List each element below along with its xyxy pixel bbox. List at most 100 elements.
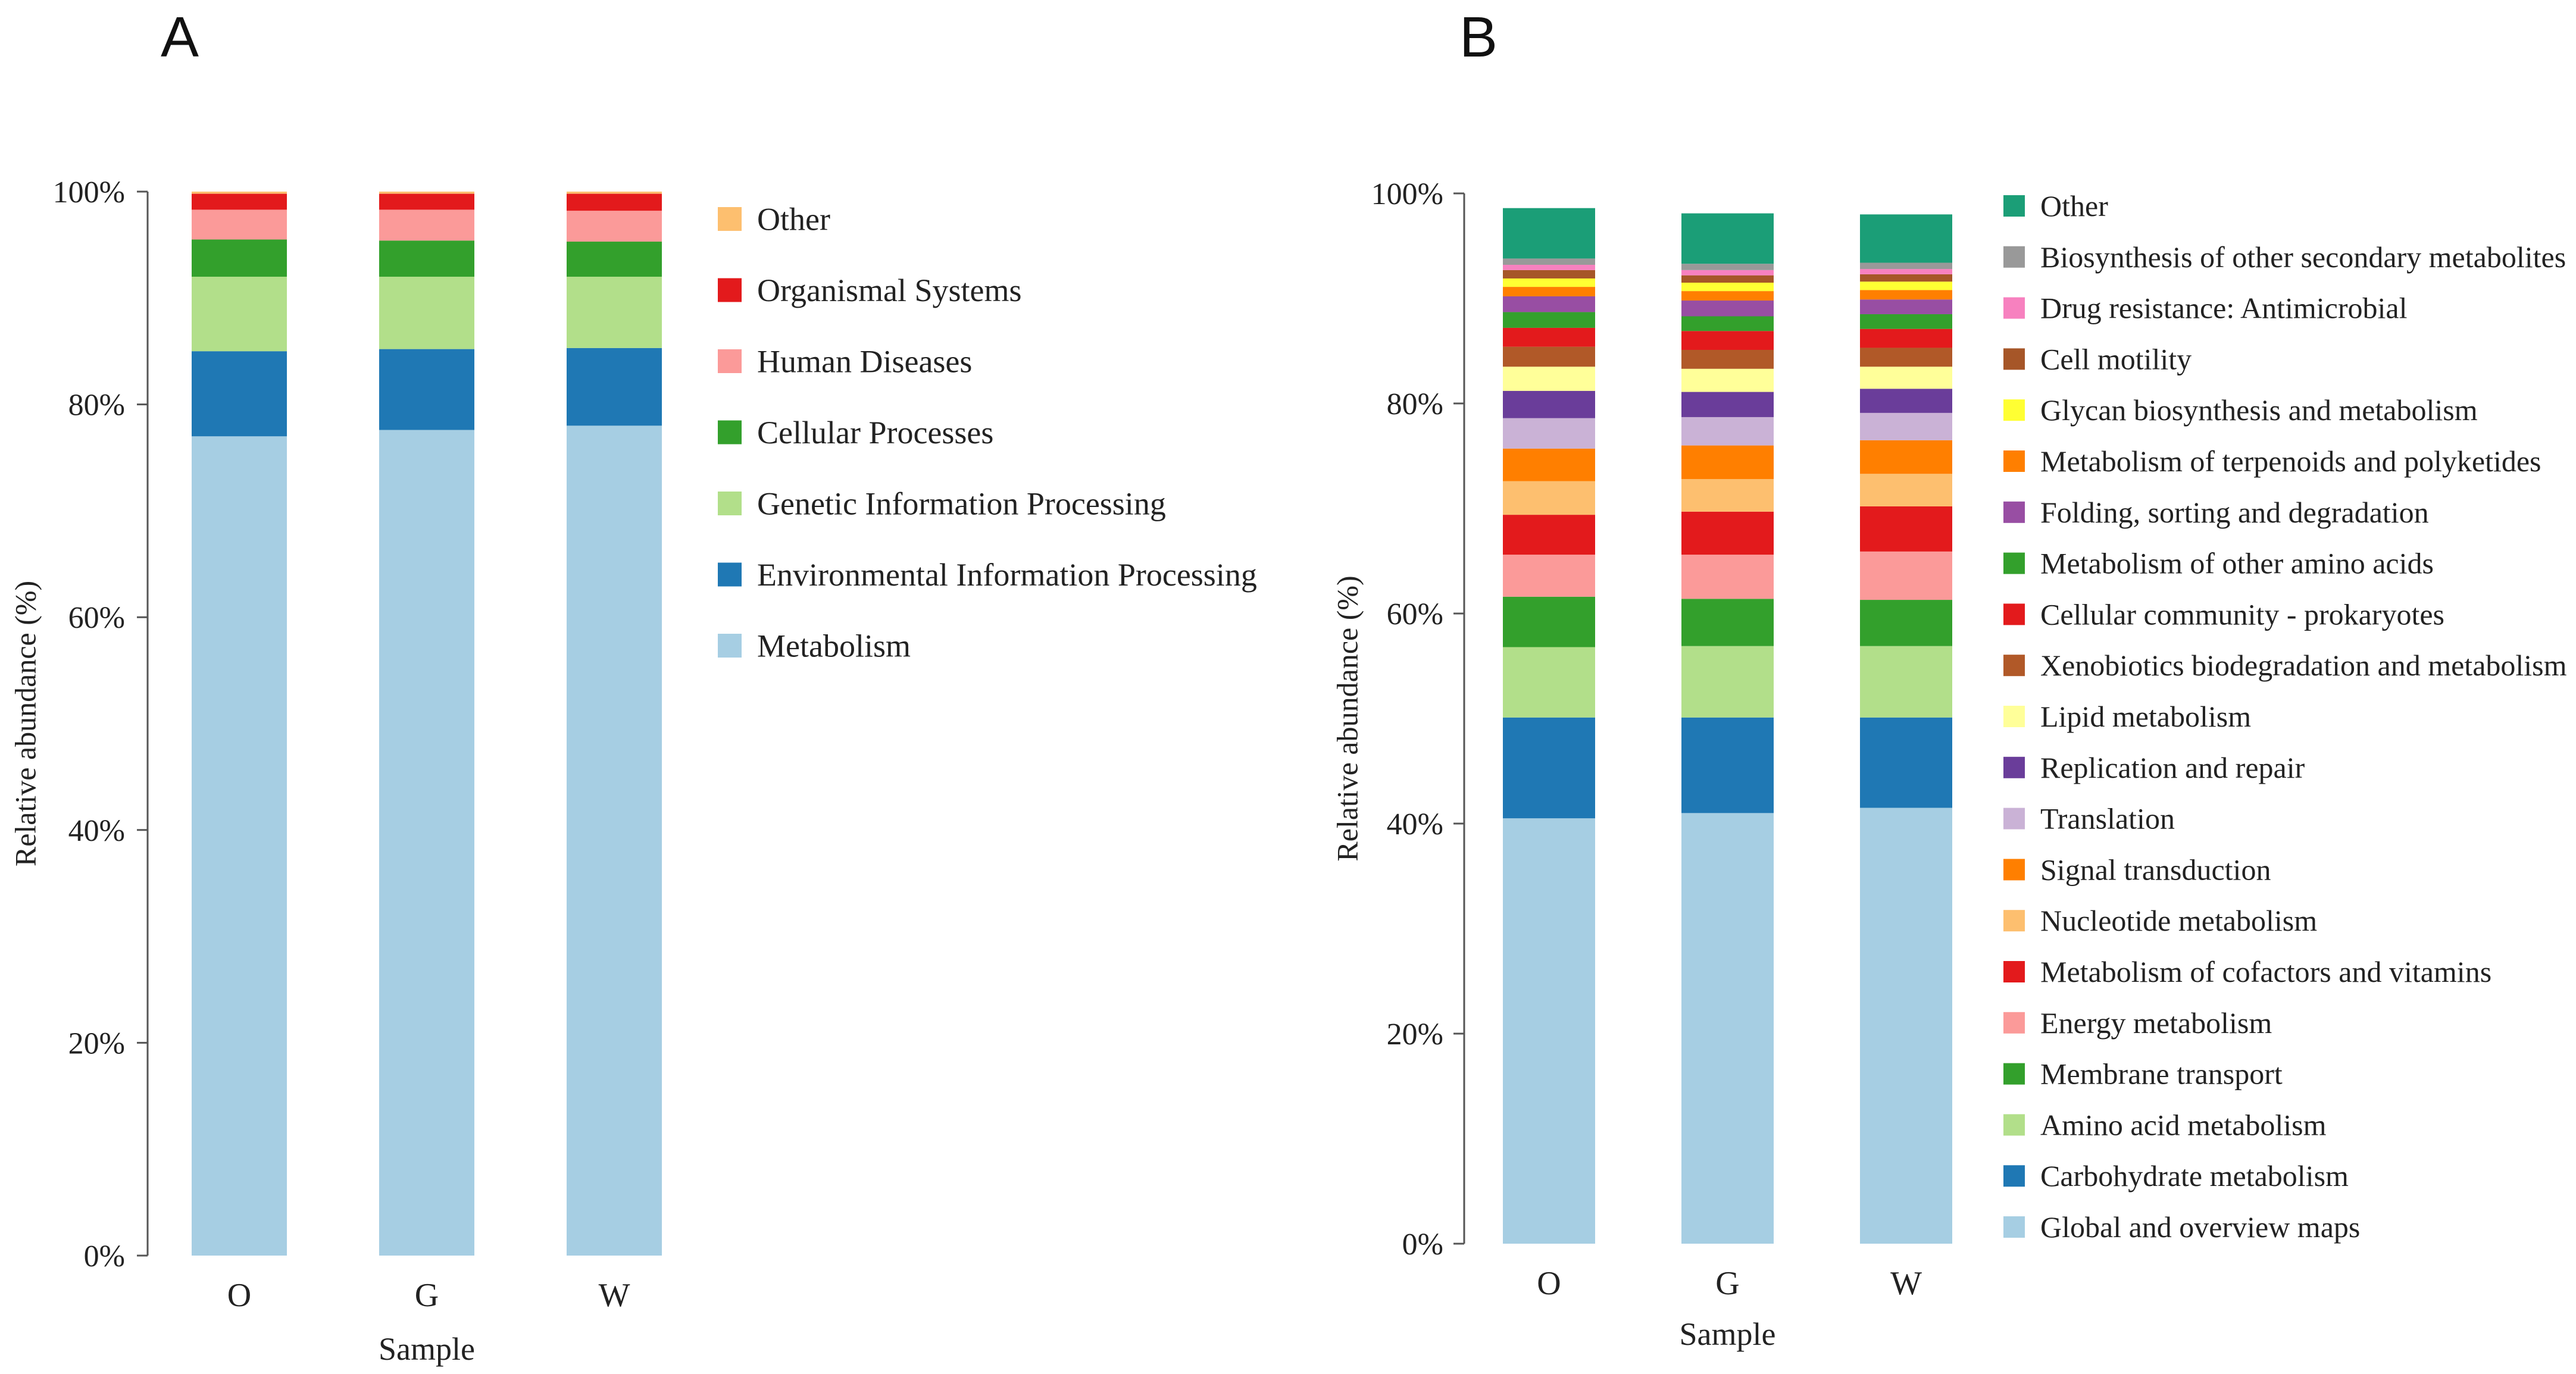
legend-label: Drug resistance: Antimicrobial bbox=[2040, 292, 2408, 325]
legend-label: Carbohydrate metabolism bbox=[2040, 1159, 2349, 1193]
bar-segment-w-biosynthesis-of-other-secondary-metabolites bbox=[1860, 262, 1952, 270]
legend-swatch bbox=[2003, 1114, 2025, 1136]
y-axis-label: Relative abundance (%) bbox=[9, 581, 42, 866]
bar-segment-o-cell-motility bbox=[1503, 270, 1595, 278]
x-axis-label: Sample bbox=[1680, 1316, 1776, 1352]
bar-segment-o-amino-acid-metabolism bbox=[1503, 647, 1595, 718]
legend-label: Metabolism bbox=[757, 628, 911, 663]
bar-segment-o-cellular-community-prokaryotes bbox=[1503, 327, 1595, 347]
bar-segment-w-cellular-processes bbox=[567, 242, 662, 277]
bar-segment-g-membrane-transport bbox=[1681, 599, 1774, 646]
bar-segment-o-carbohydrate-metabolism bbox=[1503, 717, 1595, 819]
legend-swatch bbox=[2003, 501, 2025, 523]
legend-swatch bbox=[2003, 756, 2025, 778]
bar-segment-w-amino-acid-metabolism bbox=[1860, 646, 1952, 718]
bar-segment-g-metabolism-of-other-amino-acids bbox=[1681, 316, 1774, 331]
bar-segment-g-biosynthesis-of-other-secondary-metabolites bbox=[1681, 264, 1774, 270]
y-tick-label: 40% bbox=[68, 814, 125, 848]
bar-segment-g-human-diseases bbox=[379, 209, 474, 241]
legend-swatch bbox=[2003, 808, 2025, 830]
legend-label: Genetic Information Processing bbox=[757, 486, 1166, 521]
bar-segment-o-metabolism bbox=[192, 436, 287, 1256]
bar-segment-o-translation bbox=[1503, 418, 1595, 449]
legend-swatch bbox=[2003, 1063, 2025, 1085]
x-category-label: W bbox=[1890, 1265, 1922, 1302]
y-tick-label: 40% bbox=[1387, 808, 1443, 841]
y-tick-label: 60% bbox=[1387, 597, 1443, 631]
bar-segment-g-organismal-systems bbox=[379, 193, 474, 210]
bar-segment-w-membrane-transport bbox=[1860, 600, 1952, 646]
legend-label: Membrane transport bbox=[2040, 1057, 2283, 1091]
bar-segment-g-cellular-community-prokaryotes bbox=[1681, 331, 1774, 350]
bar-segment-w-energy-metabolism bbox=[1860, 551, 1952, 600]
legend-swatch bbox=[2003, 961, 2025, 982]
y-tick-label: 60% bbox=[68, 601, 125, 635]
bar-segment-g-xenobiotics-biodegradation-and-metabolism bbox=[1681, 349, 1774, 369]
legend-label: Energy metabolism bbox=[2040, 1006, 2272, 1040]
legend-swatch bbox=[718, 562, 742, 587]
x-category-label: G bbox=[415, 1277, 439, 1314]
y-tick-label: 100% bbox=[53, 176, 125, 209]
bar-segment-o-genetic-information-processing bbox=[192, 277, 287, 352]
y-tick-label: 20% bbox=[68, 1026, 125, 1060]
bar-segment-o-membrane-transport bbox=[1503, 596, 1595, 647]
legend-label: Biosynthesis of other secondary metaboli… bbox=[2040, 240, 2566, 274]
bar-segment-g-metabolism-of-cofactors-and-vitamins bbox=[1681, 511, 1774, 555]
panel-label: A bbox=[161, 5, 199, 69]
legend-swatch bbox=[2003, 246, 2025, 268]
bar-segment-w-cell-motility bbox=[1860, 274, 1952, 282]
bar-segment-g-translation bbox=[1681, 417, 1774, 446]
bar-segment-o-organismal-systems bbox=[192, 193, 287, 210]
bar-segment-o-biosynthesis-of-other-secondary-metabolites bbox=[1503, 258, 1595, 265]
bar-segment-o-nucleotide-metabolism bbox=[1503, 481, 1595, 515]
bar-segment-w-signal-transduction bbox=[1860, 440, 1952, 474]
bar-segment-o-xenobiotics-biodegradation-and-metabolism bbox=[1503, 346, 1595, 367]
bar-segment-w-glycan-biosynthesis-and-metabolism bbox=[1860, 281, 1952, 290]
legend-label: Environmental Information Processing bbox=[757, 557, 1257, 593]
bar-segment-o-global-and-overview-maps bbox=[1503, 818, 1595, 1244]
panel-b: B 0% 20% 40% 60% 80% 100% Relative abundance (%… bbox=[1331, 5, 2567, 1352]
legend-label: Amino acid metabolism bbox=[2040, 1108, 2327, 1141]
legend-label: Replication and repair bbox=[2040, 751, 2305, 784]
bar-segment-w-carbohydrate-metabolism bbox=[1860, 717, 1952, 808]
bar-segment-g-lipid-metabolism bbox=[1681, 368, 1774, 392]
legend-label: Cellular Processes bbox=[757, 415, 993, 450]
y-axis-label: Relative abundance (%) bbox=[1331, 575, 1364, 861]
bar-segment-o-cellular-processes bbox=[192, 239, 287, 277]
y-tick-label: 0% bbox=[1402, 1228, 1443, 1262]
bar-segment-w-global-and-overview-maps bbox=[1860, 808, 1952, 1244]
bar-segment-g-environmental-information-processing bbox=[379, 349, 474, 430]
bar-segment-g-replication-and-repair bbox=[1681, 392, 1774, 417]
bar-segment-g-drug-resistance-antimicrobial bbox=[1681, 270, 1774, 276]
bar-segment-g-folding-sorting-and-degradation bbox=[1681, 301, 1774, 317]
bar-segment-o-lipid-metabolism bbox=[1503, 367, 1595, 391]
legend-label: Metabolism of cofactors and vitamins bbox=[2040, 955, 2491, 988]
legend-swatch bbox=[2003, 603, 2025, 625]
legend-swatch bbox=[718, 492, 742, 515]
bar-segment-g-energy-metabolism bbox=[1681, 555, 1774, 599]
bar-segment-w-replication-and-repair bbox=[1860, 389, 1952, 413]
legend-label: Folding, sorting and degradation bbox=[2040, 496, 2429, 529]
legend-label: Human Diseases bbox=[757, 343, 972, 379]
bar-segment-w-xenobiotics-biodegradation-and-metabolism bbox=[1860, 348, 1952, 367]
bar-segment-w-human-diseases bbox=[567, 211, 662, 242]
legend-label: Metabolism of other amino acids bbox=[2040, 547, 2434, 580]
legend-label: Lipid metabolism bbox=[2040, 700, 2251, 733]
legend-label: Other bbox=[2040, 189, 2108, 223]
bar-segment-g-signal-transduction bbox=[1681, 445, 1774, 480]
legend-label: Cell motility bbox=[2040, 342, 2192, 375]
legend-label: Global and overview maps bbox=[2040, 1210, 2360, 1244]
legend-label: Xenobiotics biodegradation and metabolis… bbox=[2040, 649, 2567, 682]
bar-segment-g-nucleotide-metabolism bbox=[1681, 479, 1774, 512]
x-category-label: O bbox=[1537, 1265, 1561, 1302]
bar-segment-w-metabolism bbox=[567, 425, 662, 1256]
bar-segment-o-human-diseases bbox=[192, 209, 287, 240]
bar-segment-w-environmental-information-processing bbox=[567, 348, 662, 426]
bar-segment-g-cell-motility bbox=[1681, 275, 1774, 283]
bar-segment-w-genetic-information-processing bbox=[567, 277, 662, 348]
bar-segment-w-metabolism-of-other-amino-acids bbox=[1860, 314, 1952, 329]
bar-segment-g-metabolism-of-terpenoids-and-polyketides bbox=[1681, 291, 1774, 301]
bar-segment-w-folding-sorting-and-degradation bbox=[1860, 299, 1952, 314]
legend-swatch bbox=[2003, 859, 2025, 881]
x-category-label: G bbox=[1715, 1265, 1739, 1302]
